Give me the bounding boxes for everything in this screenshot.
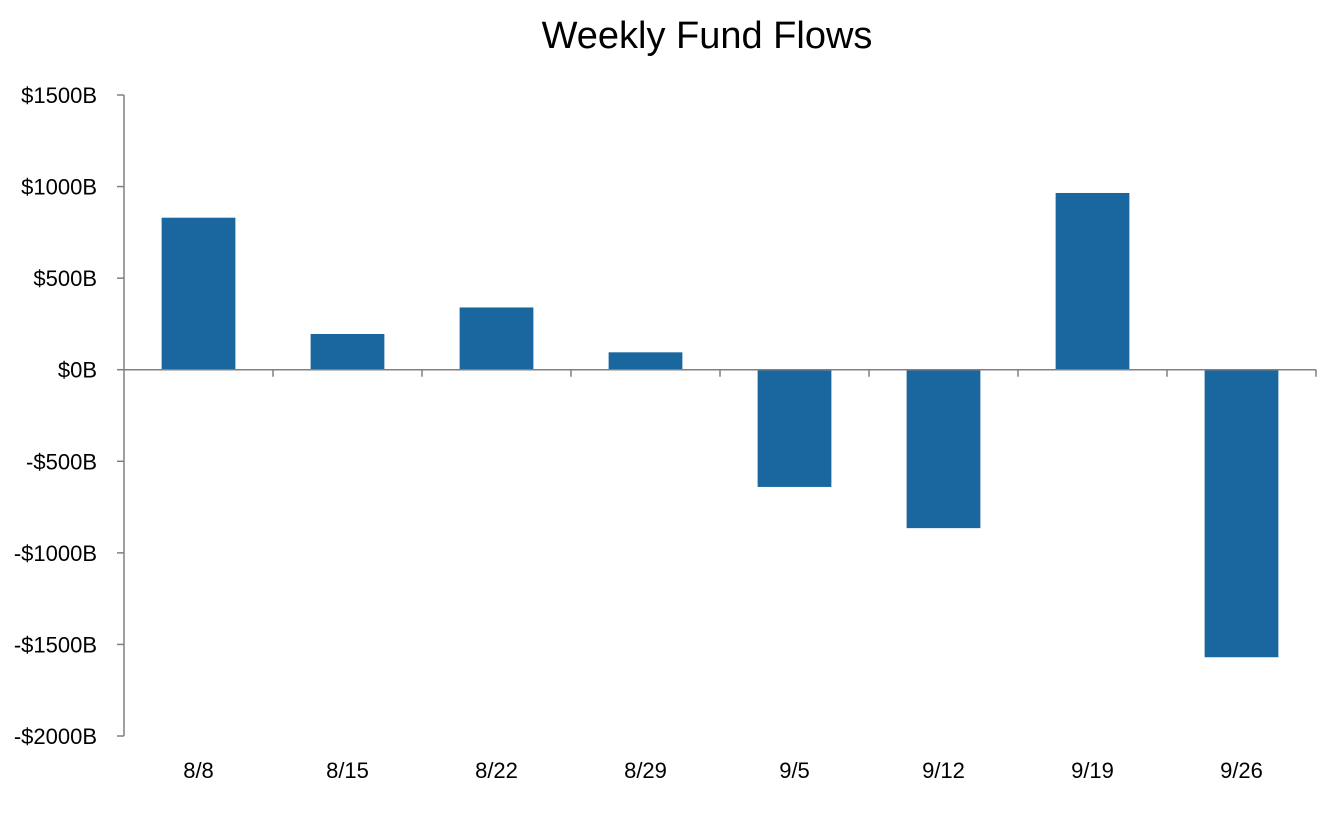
x-tick-label: 9/12 bbox=[922, 758, 965, 783]
bar-9-19 bbox=[1055, 192, 1130, 370]
y-tick-label: $1500B bbox=[21, 83, 97, 108]
y-tick-label: -$2000B bbox=[14, 724, 97, 749]
y-tick-label: -$1500B bbox=[14, 632, 97, 657]
bar-8-8 bbox=[161, 217, 236, 370]
bar-9-5 bbox=[757, 369, 832, 487]
bar-8-22 bbox=[459, 307, 534, 370]
y-tick-label: $0B bbox=[58, 358, 97, 383]
x-tick-label: 8/29 bbox=[624, 758, 667, 783]
y-axis: $1500B $1000B $500B $0B -$500B -$1000B -$1500B… bbox=[14, 83, 125, 749]
y-tick-label: $1000B bbox=[21, 175, 97, 200]
bar-9-26 bbox=[1204, 369, 1279, 658]
bars bbox=[161, 192, 1279, 658]
chart-title: Weekly Fund Flows bbox=[542, 15, 873, 57]
x-axis: 8/8 8/15 8/22 8/29 9/5 9/12 9/19 9/26 bbox=[124, 368, 1317, 783]
x-tick-label: 9/5 bbox=[779, 758, 810, 783]
y-tick-label: -$1000B bbox=[14, 541, 97, 566]
bar-9-12 bbox=[906, 369, 981, 529]
bar-8-29 bbox=[608, 352, 683, 370]
x-tick-label: 9/19 bbox=[1071, 758, 1114, 783]
x-tick-label: 8/8 bbox=[183, 758, 214, 783]
x-tick-label: 9/26 bbox=[1220, 758, 1263, 783]
x-tick-label: 8/22 bbox=[475, 758, 518, 783]
bar-8-15 bbox=[310, 334, 385, 370]
x-tick-label: 8/15 bbox=[326, 758, 369, 783]
y-tick-label: $500B bbox=[33, 266, 97, 291]
y-tick-label: -$500B bbox=[26, 449, 97, 474]
